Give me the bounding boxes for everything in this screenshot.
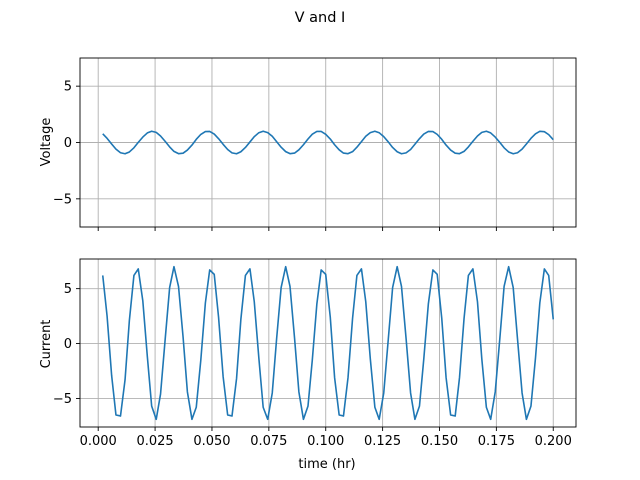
current-ylabel: Current	[39, 320, 54, 369]
current-panel: −5 0 5 0.000 0.025 0.050 0.075 0.100 0.125 0.150 0…	[53, 258, 577, 449]
xtick-label-0: 0.000	[80, 434, 117, 449]
xtick-label-3: 0.075	[250, 434, 287, 449]
xtick-label-5: 0.125	[364, 434, 401, 449]
xtick-label-4: 0.100	[307, 434, 344, 449]
xtick-label-7: 0.175	[478, 434, 515, 449]
xtick-label-2: 0.050	[193, 434, 230, 449]
current-ytick-label-0: −5	[53, 392, 72, 407]
voltage-ytick-label-2: 5	[64, 80, 72, 95]
figure-title: V and I	[295, 10, 346, 26]
xtick-label-8: 0.200	[535, 434, 572, 449]
voltage-ytick-label-0: −5	[53, 192, 72, 207]
current-ytick-label-2: 5	[64, 282, 72, 297]
current-series-line	[101, 265, 555, 421]
current-axes-frame	[79, 258, 577, 428]
voltage-ytick-label-1: 0	[64, 136, 72, 151]
x-axis-label: time (hr)	[298, 457, 355, 472]
xtick-label-6: 0.150	[421, 434, 458, 449]
voltage-ylabel: Voltage	[39, 118, 54, 167]
current-ytick-label-1: 0	[64, 337, 72, 352]
xtick-label-1: 0.025	[136, 434, 173, 449]
voltage-panel: −5 0 5	[53, 57, 577, 231]
voltage-series-line	[102, 130, 554, 155]
